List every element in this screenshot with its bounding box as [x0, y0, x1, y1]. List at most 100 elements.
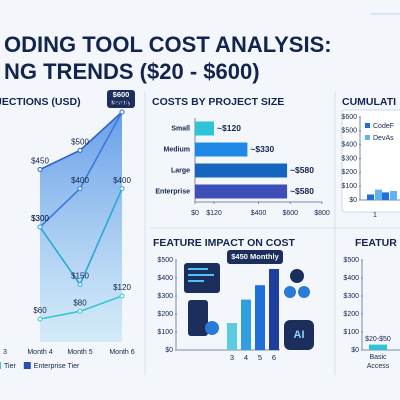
y-tick-label: Large [171, 167, 190, 174]
legend-label: Enterprise Tier [34, 363, 80, 370]
x-tick-label: Month 5 [67, 349, 92, 356]
y-tick-label: $200 [157, 311, 173, 318]
y-tick-label: $200 [343, 311, 359, 318]
bar [382, 192, 389, 200]
x-tick-label: Basic Access [366, 354, 390, 370]
y-tick-label: $0 [349, 197, 357, 204]
bar [255, 285, 265, 350]
value-label: $80 [73, 298, 87, 307]
point [77, 282, 83, 287]
bar [367, 194, 374, 200]
legend-swatch [365, 123, 370, 128]
value-label: ~$580 [290, 186, 314, 196]
point [37, 224, 43, 230]
icon [184, 263, 220, 293]
icon [188, 300, 208, 336]
x-tick-label: 1 [373, 212, 377, 219]
y-tick-label: $0 [351, 347, 359, 354]
point [119, 109, 125, 115]
annotation: $20-$50 [365, 336, 391, 343]
chart-title: COSTS BY PROJECT SIZE [152, 96, 284, 108]
y-tick-label: $300 [157, 293, 173, 300]
y-tick-label: $600 [341, 114, 357, 121]
x-tick-label: $0 [191, 210, 199, 217]
legend-swatch [365, 135, 370, 140]
point [119, 186, 125, 192]
title-line: ODING TOOL COST ANALYSIS: [4, 32, 332, 57]
y-tick-label: $200 [341, 169, 357, 176]
legend-swatch [23, 362, 31, 369]
x-tick-label: $800 [314, 210, 330, 217]
icon [298, 286, 310, 298]
x-tick-label: $400 [251, 210, 267, 217]
x-tick-label: 3 [230, 353, 234, 362]
legend-label: Tier [4, 363, 16, 370]
y-tick-label: Enterprise [155, 188, 190, 195]
bar [195, 142, 248, 157]
bar [195, 163, 288, 178]
badge [107, 90, 135, 108]
title-line: NG TRENDS ($20 - $600) [4, 59, 260, 84]
bar [227, 323, 237, 350]
x-tick-label: 6 [272, 353, 276, 362]
y-tick-label: $0 [165, 347, 173, 354]
value-label: $450 [31, 157, 49, 166]
value-label: ~$330 [250, 144, 274, 154]
value-label: $60 [33, 306, 47, 315]
chart-title: JECTIONS (USD) [0, 96, 81, 108]
point [77, 147, 83, 153]
icon: AI [294, 329, 305, 341]
value-label: $300 [31, 214, 49, 223]
y-tick-label: $500 [343, 257, 359, 264]
area [40, 112, 122, 342]
icon [188, 280, 204, 282]
y-tick-label: Small [171, 125, 190, 132]
icon [284, 320, 314, 350]
icon [290, 269, 304, 283]
value-label: $300 [31, 214, 49, 223]
point [77, 308, 83, 314]
legend-label: CodeF [373, 123, 394, 130]
panel [341, 109, 400, 213]
icon [188, 274, 214, 276]
point [119, 293, 125, 299]
bar [390, 191, 397, 200]
x-tick-label: $600 [282, 210, 298, 217]
chart-title: FEATURE IMPACT ON COST [153, 237, 296, 249]
icon [284, 286, 296, 298]
x-tick-label: Month 6 [109, 349, 134, 356]
y-tick-label: $400 [157, 275, 173, 282]
legend-label: DevAs [373, 135, 394, 142]
bar [195, 121, 215, 136]
y-tick-label: $100 [157, 329, 173, 336]
value-label: $500 [71, 137, 89, 146]
y-tick-label: $500 [157, 257, 173, 264]
x-tick-label: $120 [206, 210, 222, 217]
y-tick-label: Medium [164, 146, 190, 153]
annotation: $450 Monthly [231, 252, 279, 261]
chart-title: CUMULATI [342, 96, 396, 108]
value-label: $400 [113, 176, 131, 185]
x-tick-label: Month 4 [27, 349, 52, 356]
point [37, 167, 43, 172]
legend-swatch [0, 362, 1, 369]
bar [375, 189, 382, 200]
y-tick-label: $400 [343, 275, 359, 282]
value-label: $600 [113, 90, 130, 99]
annotation: Monthly [111, 100, 131, 106]
bar [269, 269, 279, 350]
bar [241, 299, 251, 350]
point [77, 186, 83, 192]
y-tick-label: $400 [341, 142, 357, 149]
value-label: $120 [113, 283, 131, 292]
y-tick-label: $100 [343, 329, 359, 336]
badge [227, 250, 283, 264]
bar [195, 184, 288, 199]
x-tick-label: 3 [3, 349, 7, 356]
value-label: $400 [71, 176, 89, 185]
icon [205, 321, 219, 335]
icon [188, 268, 208, 270]
y-tick-label: $300 [343, 293, 359, 300]
